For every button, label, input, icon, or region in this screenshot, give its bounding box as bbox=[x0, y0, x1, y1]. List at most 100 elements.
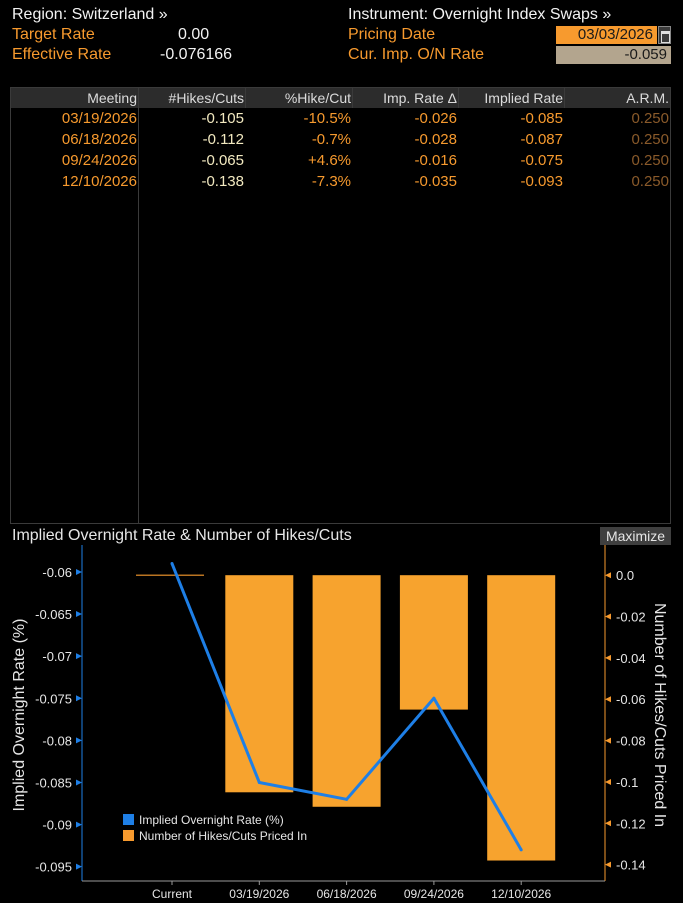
cell-hikes-cuts: -0.065 bbox=[201, 152, 244, 169]
left-tick-label: -0.065 bbox=[35, 607, 72, 622]
chart-axes bbox=[76, 545, 611, 885]
col-meeting[interactable]: Meeting bbox=[87, 90, 137, 106]
implied-rate-point bbox=[432, 696, 436, 700]
cell-pct-hike-cut: -7.3% bbox=[311, 173, 351, 190]
implied-rate-point bbox=[345, 797, 349, 801]
bar-12/10/2026 bbox=[487, 575, 556, 861]
cell-meeting: 03/19/2026 bbox=[61, 110, 137, 127]
right-axis-title: Number of Hikes/Cuts Priced In bbox=[651, 603, 668, 827]
right-tick-label: -0.12 bbox=[616, 816, 646, 831]
right-tick-label: -0.14 bbox=[616, 858, 646, 873]
left-tick-label: -0.08 bbox=[42, 733, 72, 748]
chart-labels: -0.06 -0.065 -0.07 -0.075 -0.08 -0.085 -0.09 -0… bbox=[11, 565, 668, 901]
col-imp-rate-delta[interactable]: Imp. Rate Δ bbox=[383, 90, 457, 106]
implied-rate-point bbox=[257, 780, 261, 784]
cell-meeting: 09/24/2026 bbox=[61, 152, 137, 169]
left-tick-label: -0.06 bbox=[42, 565, 72, 580]
region-selector[interactable]: Region: Switzerland » bbox=[12, 6, 168, 23]
left-tick-mark bbox=[76, 653, 82, 660]
pricing-date-label: Pricing Date bbox=[348, 26, 436, 43]
maximize-button[interactable]: Maximize bbox=[600, 527, 671, 545]
meetings-table: Meeting #Hikes/Cuts %Hike/Cut Imp. Rate … bbox=[10, 87, 671, 524]
cell-arm: 0.250 bbox=[631, 152, 669, 169]
implied-rate-point bbox=[519, 848, 523, 852]
table-header: Meeting #Hikes/Cuts %Hike/Cut Imp. Rate … bbox=[11, 88, 670, 108]
cell-pct-hike-cut: -0.7% bbox=[311, 131, 351, 148]
cell-implied-rate: -0.075 bbox=[520, 152, 563, 169]
legend-swatch-line bbox=[123, 814, 134, 825]
left-tick-mark bbox=[76, 568, 82, 575]
cell-imp-rate-delta: -0.035 bbox=[414, 173, 457, 190]
x-tick-label: 06/18/2026 bbox=[317, 887, 377, 901]
col-hikes-cuts[interactable]: #Hikes/Cuts bbox=[168, 90, 244, 106]
left-tick-label: -0.07 bbox=[42, 649, 72, 664]
legend-label: Number of Hikes/Cuts Priced In bbox=[139, 829, 307, 843]
right-tick-label: -0.1 bbox=[616, 775, 638, 790]
left-tick-mark bbox=[76, 779, 82, 786]
cell-arm: 0.250 bbox=[631, 131, 669, 148]
left-tick-label: -0.085 bbox=[35, 775, 72, 790]
chart-legend: Implied Overnight Rate (%) Number of Hike… bbox=[115, 808, 340, 848]
right-tick-mark bbox=[605, 572, 611, 579]
bar-03/19/2026 bbox=[225, 575, 294, 793]
cell-arm: 0.250 bbox=[631, 110, 669, 127]
left-tick-mark bbox=[76, 821, 82, 828]
cell-hikes-cuts: -0.105 bbox=[201, 110, 244, 127]
x-tick-label: 12/10/2026 bbox=[491, 887, 551, 901]
col-pct-hike-cut[interactable]: %Hike/Cut bbox=[284, 90, 351, 106]
left-tick-label: -0.09 bbox=[42, 818, 72, 833]
right-tick-label: -0.06 bbox=[616, 692, 646, 707]
right-tick-label: -0.08 bbox=[616, 734, 646, 749]
cell-implied-rate: -0.087 bbox=[520, 131, 563, 148]
right-tick-mark bbox=[605, 654, 611, 661]
bar-09/24/2026 bbox=[399, 575, 468, 710]
right-tick-label: -0.04 bbox=[616, 651, 646, 666]
left-tick-label: -0.095 bbox=[35, 860, 72, 875]
cell-imp-rate-delta: -0.028 bbox=[414, 131, 457, 148]
cell-pct-hike-cut: -10.5% bbox=[303, 110, 351, 127]
cur-imp-rate-value[interactable]: -0.059 bbox=[556, 46, 671, 64]
right-tick-mark bbox=[605, 778, 611, 785]
right-tick-mark bbox=[605, 613, 611, 620]
line-series bbox=[170, 562, 523, 852]
target-rate-label: Target Rate bbox=[12, 26, 95, 43]
x-tick-label: Current bbox=[152, 887, 193, 901]
col-arm[interactable]: A.R.M. bbox=[626, 90, 669, 106]
chart-title: Implied Overnight Rate & Number of Hikes… bbox=[12, 527, 352, 544]
right-tick-mark bbox=[605, 861, 611, 868]
cell-hikes-cuts: -0.112 bbox=[202, 131, 244, 148]
effective-rate-label: Effective Rate bbox=[12, 46, 112, 63]
implied-rate-point bbox=[170, 562, 174, 566]
left-tick-mark bbox=[76, 611, 82, 618]
col-implied-rate[interactable]: Implied Rate bbox=[484, 90, 563, 106]
cell-imp-rate-delta: -0.026 bbox=[414, 110, 457, 127]
instrument-selector[interactable]: Instrument: Overnight Index Swaps » bbox=[348, 6, 612, 23]
legend-label: Implied Overnight Rate (%) bbox=[139, 813, 284, 827]
pricing-date-input[interactable]: 03/03/2026 bbox=[556, 26, 657, 44]
right-tick-mark bbox=[605, 696, 611, 703]
left-tick-mark bbox=[76, 737, 82, 744]
legend-box bbox=[115, 808, 340, 848]
cell-implied-rate: -0.093 bbox=[520, 173, 563, 190]
target-rate-value: 0.00 bbox=[178, 26, 210, 43]
left-tick-mark bbox=[76, 863, 82, 870]
bar-series bbox=[136, 574, 556, 861]
left-tick-mark bbox=[76, 695, 82, 702]
calendar-icon[interactable] bbox=[658, 26, 671, 44]
cell-pct-hike-cut: +4.6% bbox=[308, 152, 351, 169]
x-tick-label: 03/19/2026 bbox=[229, 887, 289, 901]
effective-rate-value: -0.076166 bbox=[160, 46, 233, 63]
x-tick-label: 09/24/2026 bbox=[404, 887, 464, 901]
right-tick-label: 0.0 bbox=[616, 568, 634, 583]
cell-imp-rate-delta: -0.016 bbox=[414, 152, 457, 169]
cur-imp-rate-label: Cur. Imp. O/N Rate bbox=[348, 46, 485, 63]
cell-implied-rate: -0.085 bbox=[520, 110, 563, 127]
chart: -0.06 -0.065 -0.07 -0.075 -0.08 -0.085 -0.09 -0… bbox=[11, 545, 668, 901]
right-tick-label: -0.02 bbox=[616, 610, 646, 625]
cell-hikes-cuts: -0.138 bbox=[201, 173, 244, 190]
legend-swatch-bar bbox=[123, 830, 134, 841]
right-tick-mark bbox=[605, 737, 611, 744]
cell-arm: 0.250 bbox=[631, 173, 669, 190]
left-axis-title: Implied Overnight Rate (%) bbox=[11, 619, 28, 812]
left-tick-label: -0.075 bbox=[35, 691, 72, 706]
